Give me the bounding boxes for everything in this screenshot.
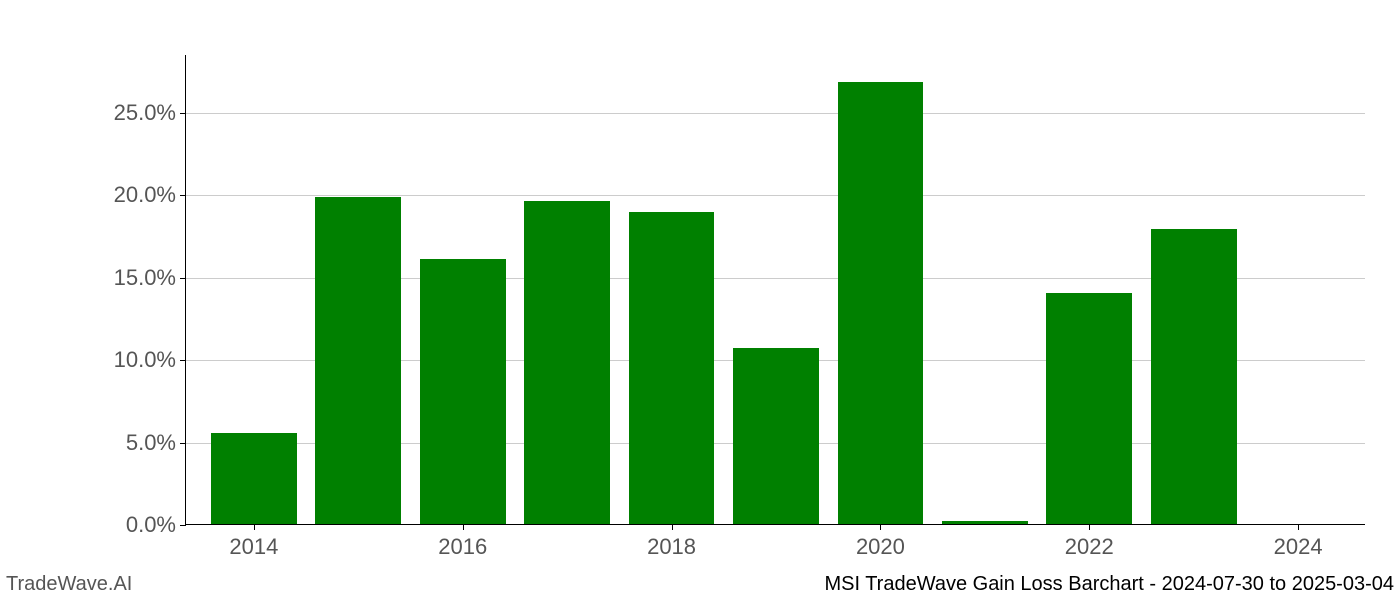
bar [420, 259, 506, 525]
x-tick-label: 2018 [647, 524, 696, 560]
bar [838, 82, 924, 524]
footer-left-label: TradeWave.AI [6, 573, 132, 596]
bar [315, 197, 401, 524]
x-tick-label: 2022 [1065, 524, 1114, 560]
x-tick-label: 2014 [229, 524, 278, 560]
y-tick-label: 5.0% [126, 430, 186, 456]
y-tick-label: 15.0% [114, 265, 186, 291]
y-tick-label: 0.0% [126, 512, 186, 538]
plot-area: 0.0%5.0%10.0%15.0%20.0%25.0%201420162018… [185, 55, 1365, 525]
footer-right-label: MSI TradeWave Gain Loss Barchart - 2024-… [824, 573, 1394, 596]
bar [524, 201, 610, 524]
bar [1046, 293, 1132, 524]
bar [733, 348, 819, 524]
y-tick-label: 25.0% [114, 100, 186, 126]
bar [1151, 229, 1237, 524]
y-tick-label: 20.0% [114, 182, 186, 208]
y-gridline [186, 113, 1365, 114]
bar [942, 521, 1028, 524]
x-tick-label: 2016 [438, 524, 487, 560]
chart-container: 0.0% 5.0% 10.0% 15.0% 20.0% 25.0% 2014 2016 2018… [0, 0, 1400, 600]
y-tick-label: 10.0% [114, 347, 186, 373]
bar [211, 433, 297, 524]
y-gridline [186, 195, 1365, 196]
bar [629, 212, 715, 524]
x-tick-label: 2024 [1274, 524, 1323, 560]
x-tick-label: 2020 [856, 524, 905, 560]
